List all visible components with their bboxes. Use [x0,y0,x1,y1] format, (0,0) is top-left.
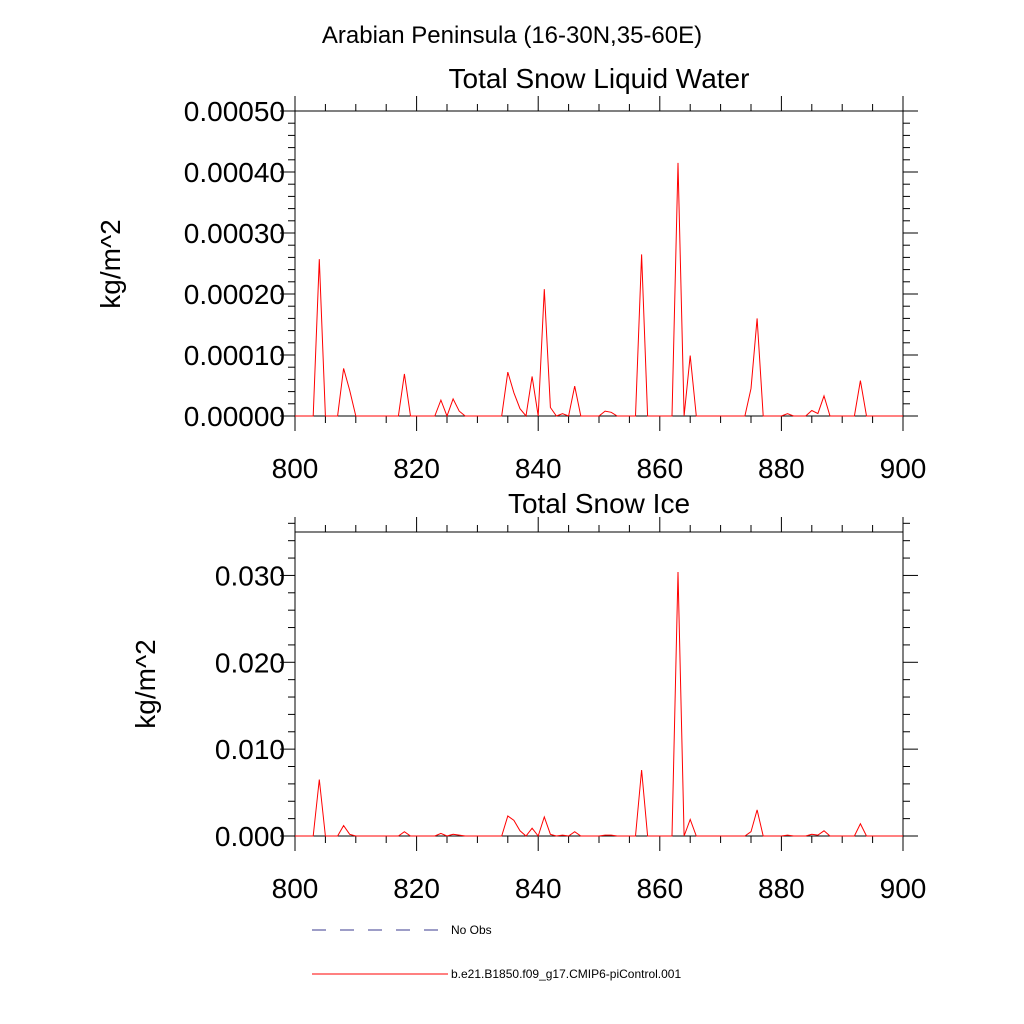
x-tick-label: 840 [515,453,562,484]
chart-title: Total Snow Liquid Water [449,63,750,94]
x-tick-label: 880 [758,873,805,904]
chart-panel-snow-liquid-water: Total Snow Liquid Water kg/m^2 800 820 840 86… [95,63,926,484]
y-tick-label: 0.000 [215,821,285,852]
chart-panel-snow-ice: Total Snow Ice kg/m^2 800 820 840 860 880 900 0.… [130,488,926,904]
y-tick-label: 0.00000 [184,401,285,432]
x-tick-label: 820 [393,873,440,904]
x-tick-label: 900 [880,873,927,904]
y-tick-label: 0.00050 [184,96,285,127]
x-tick-label: 800 [272,453,319,484]
x-tick-label: 860 [636,873,683,904]
x-tick-label: 900 [880,453,927,484]
y-tick-label: 0.00020 [184,279,285,310]
figure-title: Arabian Peninsula (16-30N,35-60E) [322,22,702,49]
y-tick-label: 0.00010 [184,340,285,371]
x-tick-label: 860 [636,453,683,484]
y-tick-label: 0.00030 [184,218,285,249]
x-tick-label: 840 [515,873,562,904]
x-tick-label: 800 [272,873,319,904]
y-tick-label: 0.030 [215,560,285,591]
y-axis-label: kg/m^2 [95,219,126,308]
series-line [295,162,903,418]
legend-label-model-run: b.e21.B1850.f09_g17.CMIP6-piControl.001 [451,967,681,981]
series-line [295,571,903,838]
legend: No Obs b.e21.B1850.f09_g17.CMIP6-piContr… [312,923,681,981]
y-tick-label: 0.020 [215,647,285,678]
legend-label-no-obs: No Obs [451,923,492,937]
y-tick-label: 0.00040 [184,157,285,188]
x-tick-label: 820 [393,453,440,484]
y-axis-label: kg/m^2 [130,639,161,728]
plot-frame [294,110,904,417]
chart-title: Total Snow Ice [508,488,690,519]
x-tick-label: 880 [758,453,805,484]
plot-frame [294,531,904,837]
y-tick-label: 0.010 [215,734,285,765]
